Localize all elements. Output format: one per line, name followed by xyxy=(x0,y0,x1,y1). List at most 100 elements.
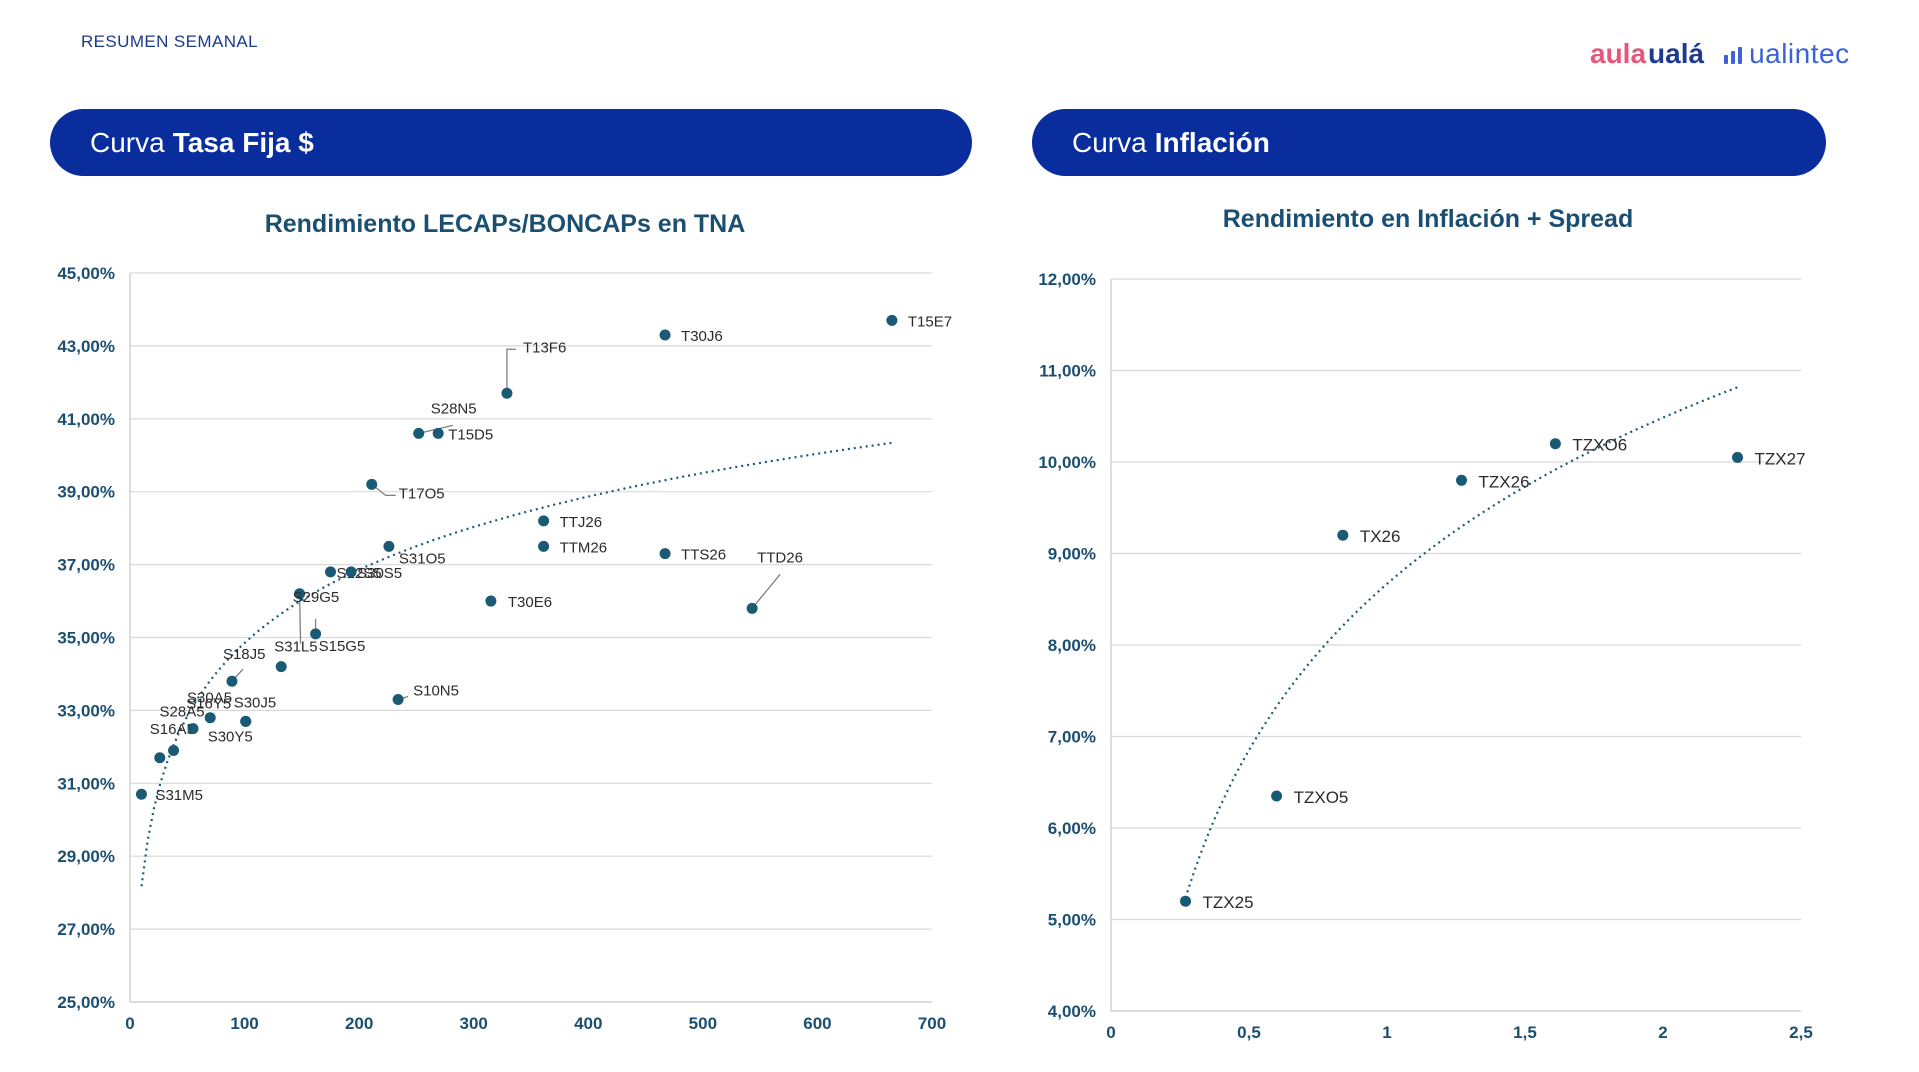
y-tick-label: 7,00% xyxy=(1048,728,1096,747)
x-tick-label: 300 xyxy=(460,1014,488,1033)
logo-aula: aula xyxy=(1590,38,1647,69)
y-tick-label: 37,00% xyxy=(57,556,115,575)
data-point xyxy=(275,661,287,673)
y-tick-label: 4,00% xyxy=(1048,1002,1096,1021)
data-point xyxy=(1732,451,1744,463)
data-label: S28A5 xyxy=(160,703,205,720)
data-point xyxy=(659,329,671,341)
data-point xyxy=(310,628,322,640)
x-tick-label: 0 xyxy=(125,1014,134,1033)
data-point xyxy=(294,588,306,600)
y-tick-label: 5,00% xyxy=(1048,911,1096,930)
banner-left-title: Tasa Fija $ xyxy=(172,126,314,158)
data-label: S18J5 xyxy=(223,646,266,663)
data-point xyxy=(1456,474,1468,486)
x-tick-label: 500 xyxy=(689,1014,717,1033)
data-label: T30J6 xyxy=(681,328,723,345)
logo-ualintec: ualintec xyxy=(1749,38,1850,69)
banner-right-prefix: Curva xyxy=(1072,126,1147,158)
y-tick-label: 9,00% xyxy=(1048,545,1096,564)
data-label: T17O5 xyxy=(399,485,445,502)
chart-title: Rendimiento LECAPs/BONCAPs en TNA xyxy=(265,210,746,238)
banner-left-prefix: Curva xyxy=(90,126,165,158)
y-tick-label: 12,00% xyxy=(1038,270,1096,289)
y-tick-label: 31,00% xyxy=(57,774,115,793)
data-label: T13F6 xyxy=(523,339,566,356)
data-label: S30Y5 xyxy=(208,728,253,745)
data-label: TTJ26 xyxy=(560,514,603,531)
data-label: S28N5 xyxy=(431,400,477,417)
data-label: S15G5 xyxy=(319,638,366,655)
data-label: TZX25 xyxy=(1203,893,1254,912)
y-tick-label: 10,00% xyxy=(1038,453,1096,472)
data-label: TZXO5 xyxy=(1294,788,1349,807)
x-tick-label: 2 xyxy=(1658,1023,1667,1042)
chart-title: Rendimiento en Inflación + Spread xyxy=(1223,205,1634,233)
data-label: S29G5 xyxy=(293,589,340,606)
logo-uala: ualá xyxy=(1648,38,1705,69)
data-point xyxy=(187,723,199,735)
brand-logos: aula ualá ualintec xyxy=(1590,34,1890,74)
y-tick-label: 33,00% xyxy=(57,701,115,720)
data-point xyxy=(204,712,216,724)
leader-line xyxy=(298,593,302,644)
data-point xyxy=(538,540,550,552)
x-tick-label: 2,5 xyxy=(1789,1023,1813,1042)
data-point xyxy=(1271,790,1283,802)
data-point xyxy=(226,675,238,687)
x-tick-label: 200 xyxy=(345,1014,373,1033)
banner-right-title: Inflación xyxy=(1154,126,1270,158)
data-point xyxy=(240,715,252,727)
data-point xyxy=(538,515,550,527)
y-tick-label: 11,00% xyxy=(1039,362,1096,381)
y-tick-label: 35,00% xyxy=(57,629,115,648)
x-tick-label: 700 xyxy=(918,1014,946,1033)
y-tick-label: 8,00% xyxy=(1048,636,1096,655)
data-label: TTS26 xyxy=(681,547,726,564)
data-point xyxy=(366,478,378,490)
data-label: T15D5 xyxy=(448,426,493,443)
data-point xyxy=(345,566,357,578)
data-point xyxy=(432,427,444,439)
trendline xyxy=(140,441,893,887)
data-point xyxy=(746,602,758,614)
data-point xyxy=(325,566,336,578)
data-label: TZX27 xyxy=(1755,449,1806,468)
y-tick-label: 41,00% xyxy=(57,410,115,429)
x-tick-label: 0 xyxy=(1106,1023,1115,1042)
leader-line xyxy=(506,348,516,394)
data-point xyxy=(1180,895,1192,907)
x-tick-label: 100 xyxy=(230,1014,258,1033)
y-tick-label: 6,00% xyxy=(1048,819,1096,838)
leader-line xyxy=(751,573,781,609)
data-label: S30A5 xyxy=(187,690,232,707)
bar-chart-icon xyxy=(1724,44,1743,64)
data-label: S31M5 xyxy=(155,787,203,804)
data-point xyxy=(659,548,671,560)
y-tick-label: 45,00% xyxy=(57,264,115,283)
section-label: RESUMEN SEMANAL xyxy=(81,32,258,51)
data-label: S31O5 xyxy=(399,550,446,567)
data-label: S31L5 xyxy=(274,639,317,656)
x-tick-label: 400 xyxy=(574,1014,602,1033)
data-label: TTM26 xyxy=(560,539,608,556)
trendline xyxy=(1184,386,1738,899)
data-point xyxy=(886,314,898,326)
y-tick-label: 27,00% xyxy=(57,920,115,939)
data-point xyxy=(168,744,180,756)
data-label: S30J5 xyxy=(234,694,277,711)
x-tick-label: 1,5 xyxy=(1513,1023,1537,1042)
data-label: S16A5 xyxy=(150,721,195,738)
y-tick-label: 39,00% xyxy=(57,483,115,502)
data-label: TZXO6 xyxy=(1572,436,1627,455)
data-label: TZX26 xyxy=(1479,472,1530,491)
banner-inflacion: Curva Inflación xyxy=(1032,109,1826,176)
x-tick-label: 600 xyxy=(803,1014,831,1033)
data-point xyxy=(154,752,166,764)
data-label: T15E7 xyxy=(908,313,952,330)
data-point xyxy=(392,693,404,705)
y-tick-label: 29,00% xyxy=(57,847,115,866)
data-point xyxy=(1549,438,1561,450)
